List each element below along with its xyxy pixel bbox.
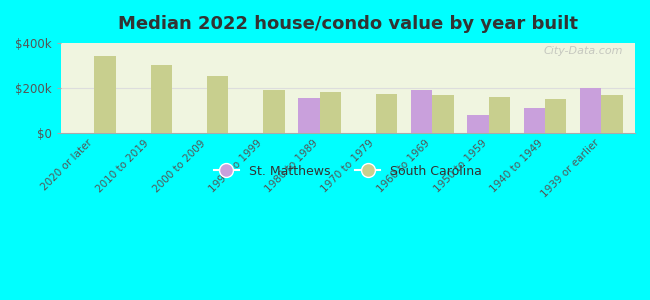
Bar: [432, 95, 454, 133]
Text: City-Data.com: City-Data.com: [544, 46, 623, 56]
Bar: [580, 88, 601, 133]
Title: Median 2022 house/condo value by year built: Median 2022 house/condo value by year bu…: [118, 15, 578, 33]
Bar: [151, 65, 172, 133]
Bar: [523, 108, 545, 133]
Bar: [263, 90, 285, 133]
Bar: [298, 98, 320, 133]
Bar: [545, 99, 566, 133]
Bar: [601, 95, 623, 133]
Bar: [489, 98, 510, 133]
Bar: [94, 56, 116, 133]
Bar: [467, 115, 489, 133]
Bar: [207, 76, 228, 133]
Bar: [411, 90, 432, 133]
Bar: [320, 92, 341, 133]
Legend: St. Matthews, South Carolina: St. Matthews, South Carolina: [209, 160, 487, 183]
Bar: [376, 94, 397, 133]
